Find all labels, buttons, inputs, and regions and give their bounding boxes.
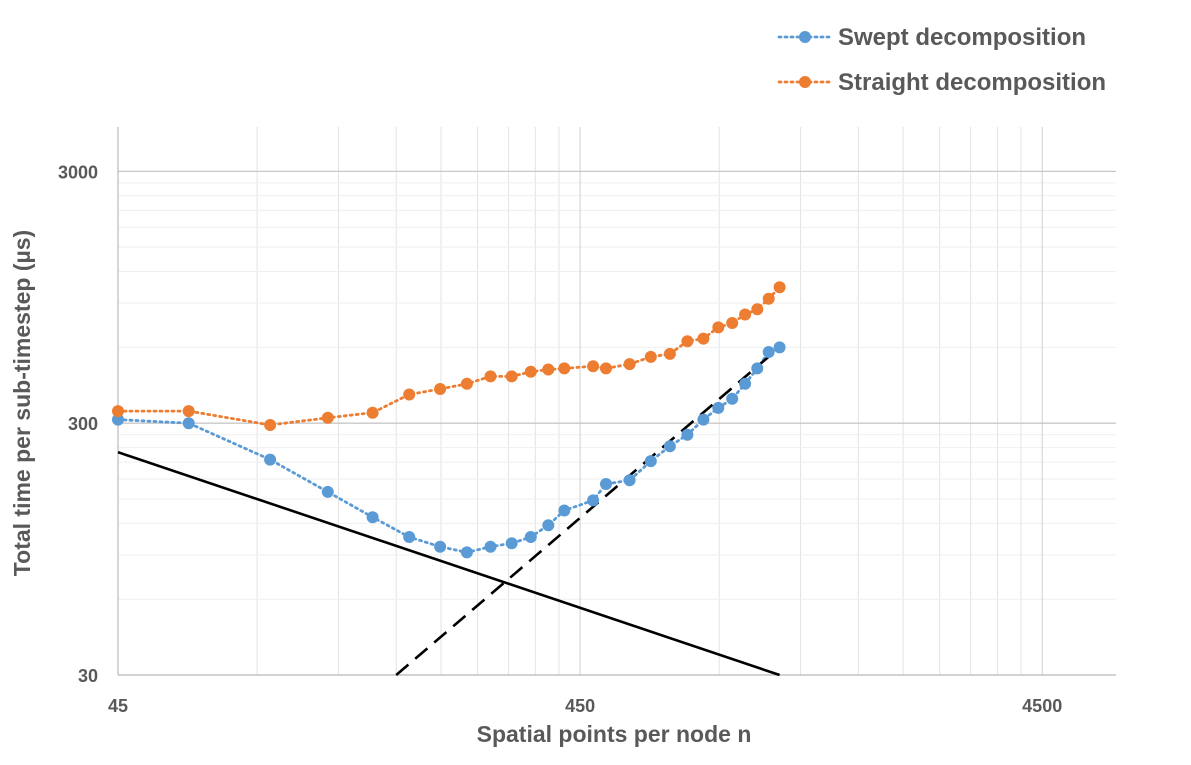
series-line-swept-decomposition — [116, 345, 781, 554]
legend-swatch-marker — [799, 76, 811, 88]
minor-gridlines — [118, 127, 1116, 675]
data-point — [403, 531, 416, 543]
data-point — [623, 358, 636, 371]
data-point — [751, 362, 764, 375]
series-line-straight-decomposition — [116, 285, 781, 427]
data-point — [663, 440, 676, 453]
data-point — [644, 350, 657, 363]
data-point — [484, 540, 497, 553]
data-point — [558, 362, 571, 375]
data-point — [524, 365, 537, 378]
x-axis-title: Spatial points per node n — [477, 721, 752, 747]
data-point — [726, 317, 739, 329]
data-point — [505, 537, 518, 550]
major-gridlines — [117, 127, 1116, 676]
series-line-solid-reference — [117, 450, 781, 677]
data-point — [182, 405, 195, 418]
data-point — [484, 370, 497, 383]
y-tick-label: 3000 — [58, 162, 98, 182]
legend-label: Swept decomposition — [838, 24, 1086, 51]
data-point — [264, 419, 277, 431]
data-point — [403, 388, 416, 401]
data-point — [112, 413, 124, 426]
data-point — [623, 474, 636, 487]
data-point — [366, 511, 379, 524]
data-point — [600, 478, 612, 490]
x-tick-label: 4500 — [1022, 696, 1062, 716]
data-point — [434, 540, 447, 553]
data-point — [762, 346, 775, 358]
series-markers — [112, 281, 786, 559]
data-point — [726, 392, 739, 405]
data-point — [321, 411, 334, 424]
data-point — [739, 308, 752, 321]
tick-labels: 45 450 4500 30 300 3000 — [58, 162, 1062, 716]
x-tick-label: 450 — [565, 696, 595, 716]
data-point — [663, 347, 676, 360]
data-point — [751, 303, 764, 316]
data-point — [587, 494, 600, 507]
data-point — [681, 335, 694, 348]
data-point — [505, 370, 518, 383]
data-point — [321, 485, 334, 498]
y-tick-label: 300 — [68, 414, 98, 434]
data-point — [712, 321, 725, 334]
legend-swatch-marker — [799, 31, 811, 43]
data-point — [366, 406, 379, 419]
data-point — [542, 363, 555, 376]
data-point — [697, 332, 710, 345]
data-point — [644, 455, 657, 468]
data-point — [434, 383, 447, 395]
y-axis-title: Total time per sub-timestep (µs) — [9, 230, 35, 576]
legend-label: Straight decomposition — [838, 69, 1106, 96]
data-point — [600, 362, 612, 375]
legend-item: Straight decomposition — [777, 69, 1106, 96]
x-tick-label: 45 — [108, 696, 128, 716]
data-point — [542, 519, 555, 532]
legend: Swept decomposition Straight decompositio… — [777, 24, 1106, 96]
data-point — [264, 453, 277, 466]
legend-item: Swept decomposition — [777, 24, 1086, 51]
data-point — [182, 417, 195, 430]
data-point — [773, 281, 786, 294]
series-lines — [116, 285, 781, 677]
data-point — [739, 377, 752, 390]
plot-frame — [117, 127, 1116, 676]
data-point — [762, 292, 775, 305]
data-point — [460, 546, 473, 559]
series-line-dashed-reference — [395, 346, 781, 676]
data-point — [773, 341, 786, 354]
y-tick-label: 30 — [78, 666, 98, 686]
data-point — [460, 377, 473, 390]
data-point — [697, 413, 710, 426]
data-point — [681, 428, 694, 441]
data-point — [524, 531, 537, 543]
data-point — [712, 401, 725, 414]
data-point — [112, 405, 124, 418]
data-point — [587, 360, 600, 373]
data-point — [558, 504, 571, 517]
